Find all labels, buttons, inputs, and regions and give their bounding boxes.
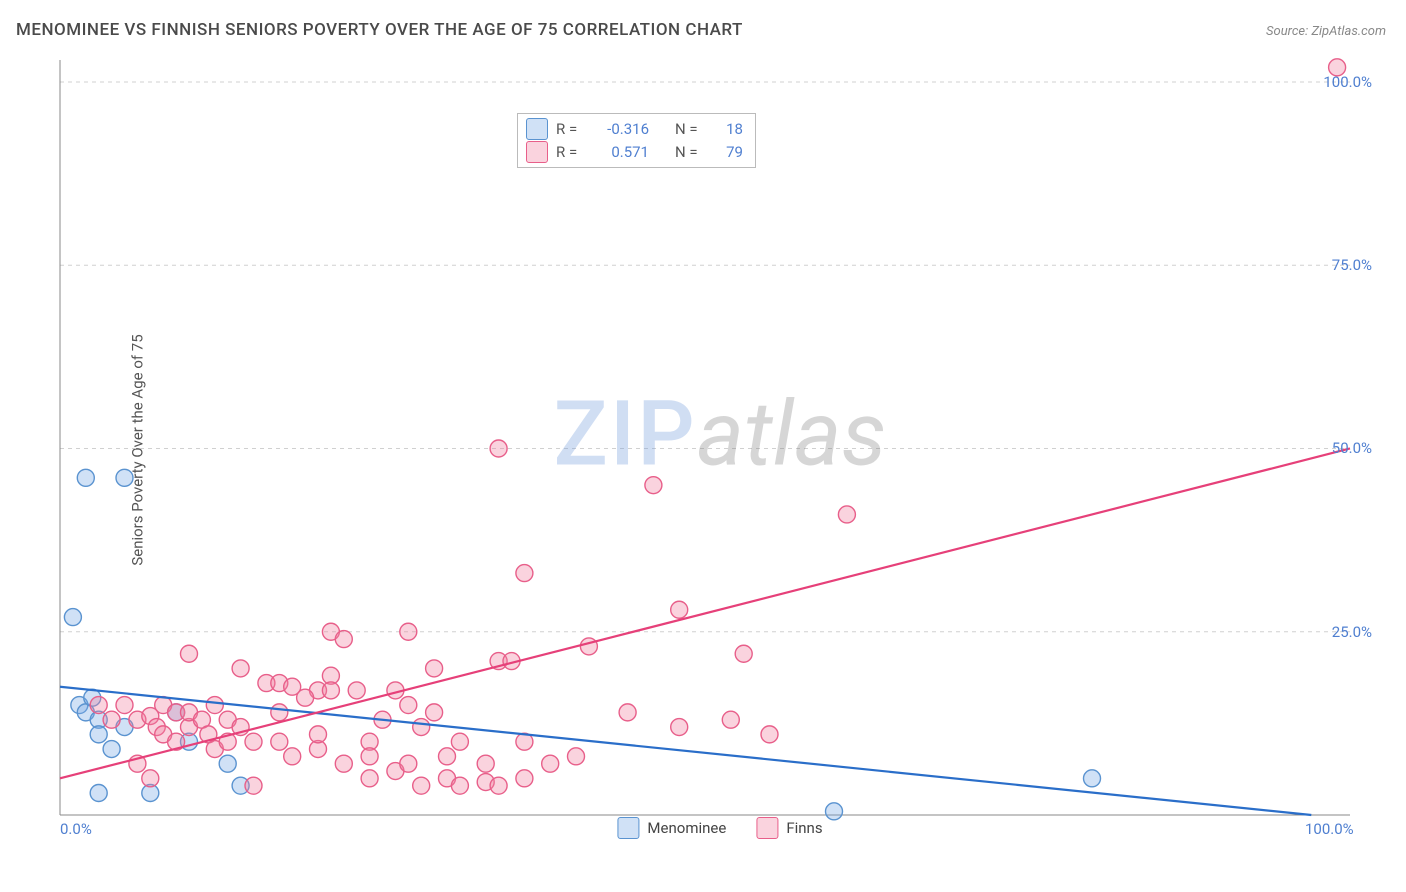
finns-point (542, 755, 559, 772)
stats-legend: R = -0.316 N = 18 R = 0.571 N = 79 (517, 113, 756, 168)
finns-point (413, 719, 430, 736)
n-value: 79 (713, 141, 743, 164)
menominee-point (90, 785, 107, 802)
finns-point (426, 704, 443, 721)
x-tick-label: 0.0% (60, 820, 92, 838)
finns-swatch-icon (526, 141, 548, 163)
menominee-point (826, 803, 843, 820)
finns-point (232, 660, 249, 677)
finns-point (271, 733, 288, 750)
finns-point (568, 748, 585, 765)
finns-point (426, 660, 443, 677)
n-label: N = (675, 141, 705, 164)
source-credit: Source: ZipAtlas.com (1266, 24, 1386, 39)
stats-row-menominee: R = -0.316 N = 18 (526, 118, 743, 141)
finns-point (735, 645, 752, 662)
menominee-point (116, 469, 133, 486)
finns-point (722, 711, 739, 728)
series-legend: Menominee Finns (617, 817, 822, 839)
finns-point (413, 777, 430, 794)
finns-point (322, 682, 339, 699)
legend-item-finns: Finns (756, 817, 822, 839)
y-tick-label: 100.0% (1323, 73, 1372, 91)
n-label: N = (675, 118, 705, 141)
finns-point (245, 777, 262, 794)
finns-point (297, 689, 314, 706)
finns-legend-swatch-icon (756, 817, 778, 839)
r-value: -0.316 (594, 118, 649, 141)
finns-point (271, 704, 288, 721)
finns-point (451, 777, 468, 794)
menominee-point (1084, 770, 1101, 787)
finns-point (335, 631, 352, 648)
finns-point (245, 733, 262, 750)
menominee-point (90, 726, 107, 743)
finns-point (284, 748, 301, 765)
finns-point (516, 565, 533, 582)
source-name: ZipAtlas.com (1311, 24, 1386, 39)
finns-point (400, 755, 417, 772)
r-label: R = (556, 118, 586, 141)
menominee-point (103, 741, 120, 758)
finns-point (348, 682, 365, 699)
finns-point (671, 601, 688, 618)
r-value: 0.571 (594, 141, 649, 164)
legend-label: Finns (786, 819, 822, 837)
menominee-point (64, 609, 81, 626)
finns-point (142, 770, 159, 787)
x-tick-label: 100.0% (1305, 820, 1354, 838)
legend-item-menominee: Menominee (617, 817, 726, 839)
finns-point (310, 726, 327, 743)
chart-title: MENOMINEE VS FINNISH SENIORS POVERTY OVE… (16, 20, 743, 40)
y-tick-label: 25.0% (1332, 623, 1372, 641)
finns-point (181, 645, 198, 662)
finns-regression-line (60, 448, 1350, 778)
finns-point (516, 770, 533, 787)
finns-point (400, 623, 417, 640)
finns-point (90, 697, 107, 714)
y-tick-label: 50.0% (1332, 439, 1372, 457)
n-value: 18 (713, 118, 743, 141)
menominee-point (219, 755, 236, 772)
finns-point (103, 711, 120, 728)
r-label: R = (556, 141, 586, 164)
finns-point (439, 748, 456, 765)
finns-point (400, 697, 417, 714)
source-label: Source: (1266, 24, 1308, 39)
menominee-regression-line (60, 687, 1311, 815)
menominee-legend-swatch-icon (617, 817, 639, 839)
finns-point (116, 697, 133, 714)
menominee-point (77, 469, 94, 486)
finns-point (619, 704, 636, 721)
finns-point (361, 770, 378, 787)
scatter-svg (50, 55, 1390, 845)
plot-area: ZIPatlas 25.0%50.0%75.0%100.0% 0.0%100.0… (50, 55, 1390, 845)
stats-row-finns: R = 0.571 N = 79 (526, 141, 743, 164)
finns-point (335, 755, 352, 772)
finns-point (838, 506, 855, 523)
legend-label: Menominee (647, 819, 726, 837)
finns-point (761, 726, 778, 743)
finns-point (477, 755, 494, 772)
finns-point (645, 477, 662, 494)
finns-point (490, 440, 507, 457)
finns-point (206, 697, 223, 714)
finns-point (671, 719, 688, 736)
finns-point (490, 777, 507, 794)
y-tick-label: 75.0% (1332, 256, 1372, 274)
finns-point (361, 748, 378, 765)
menominee-swatch-icon (526, 118, 548, 140)
finns-point (451, 733, 468, 750)
